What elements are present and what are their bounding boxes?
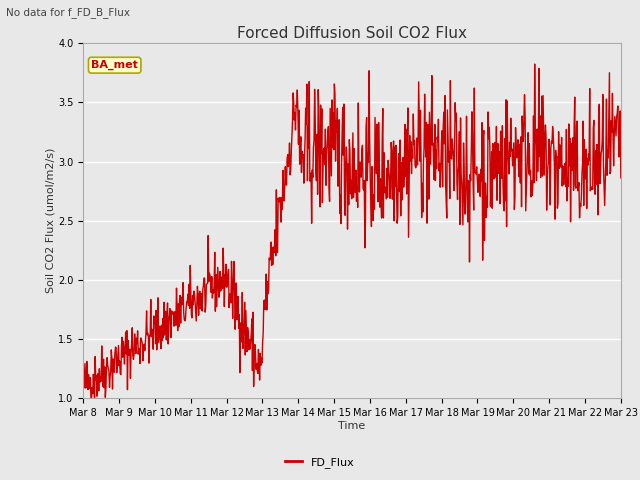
Title: Forced Diffusion Soil CO2 Flux: Forced Diffusion Soil CO2 Flux	[237, 25, 467, 41]
Legend: FD_Flux: FD_Flux	[281, 452, 359, 472]
X-axis label: Time: Time	[339, 421, 365, 431]
Text: No data for f_FD_B_Flux: No data for f_FD_B_Flux	[6, 7, 131, 18]
Text: BA_met: BA_met	[92, 60, 138, 71]
Y-axis label: Soil CO2 Flux (umol/m2/s): Soil CO2 Flux (umol/m2/s)	[45, 148, 55, 293]
